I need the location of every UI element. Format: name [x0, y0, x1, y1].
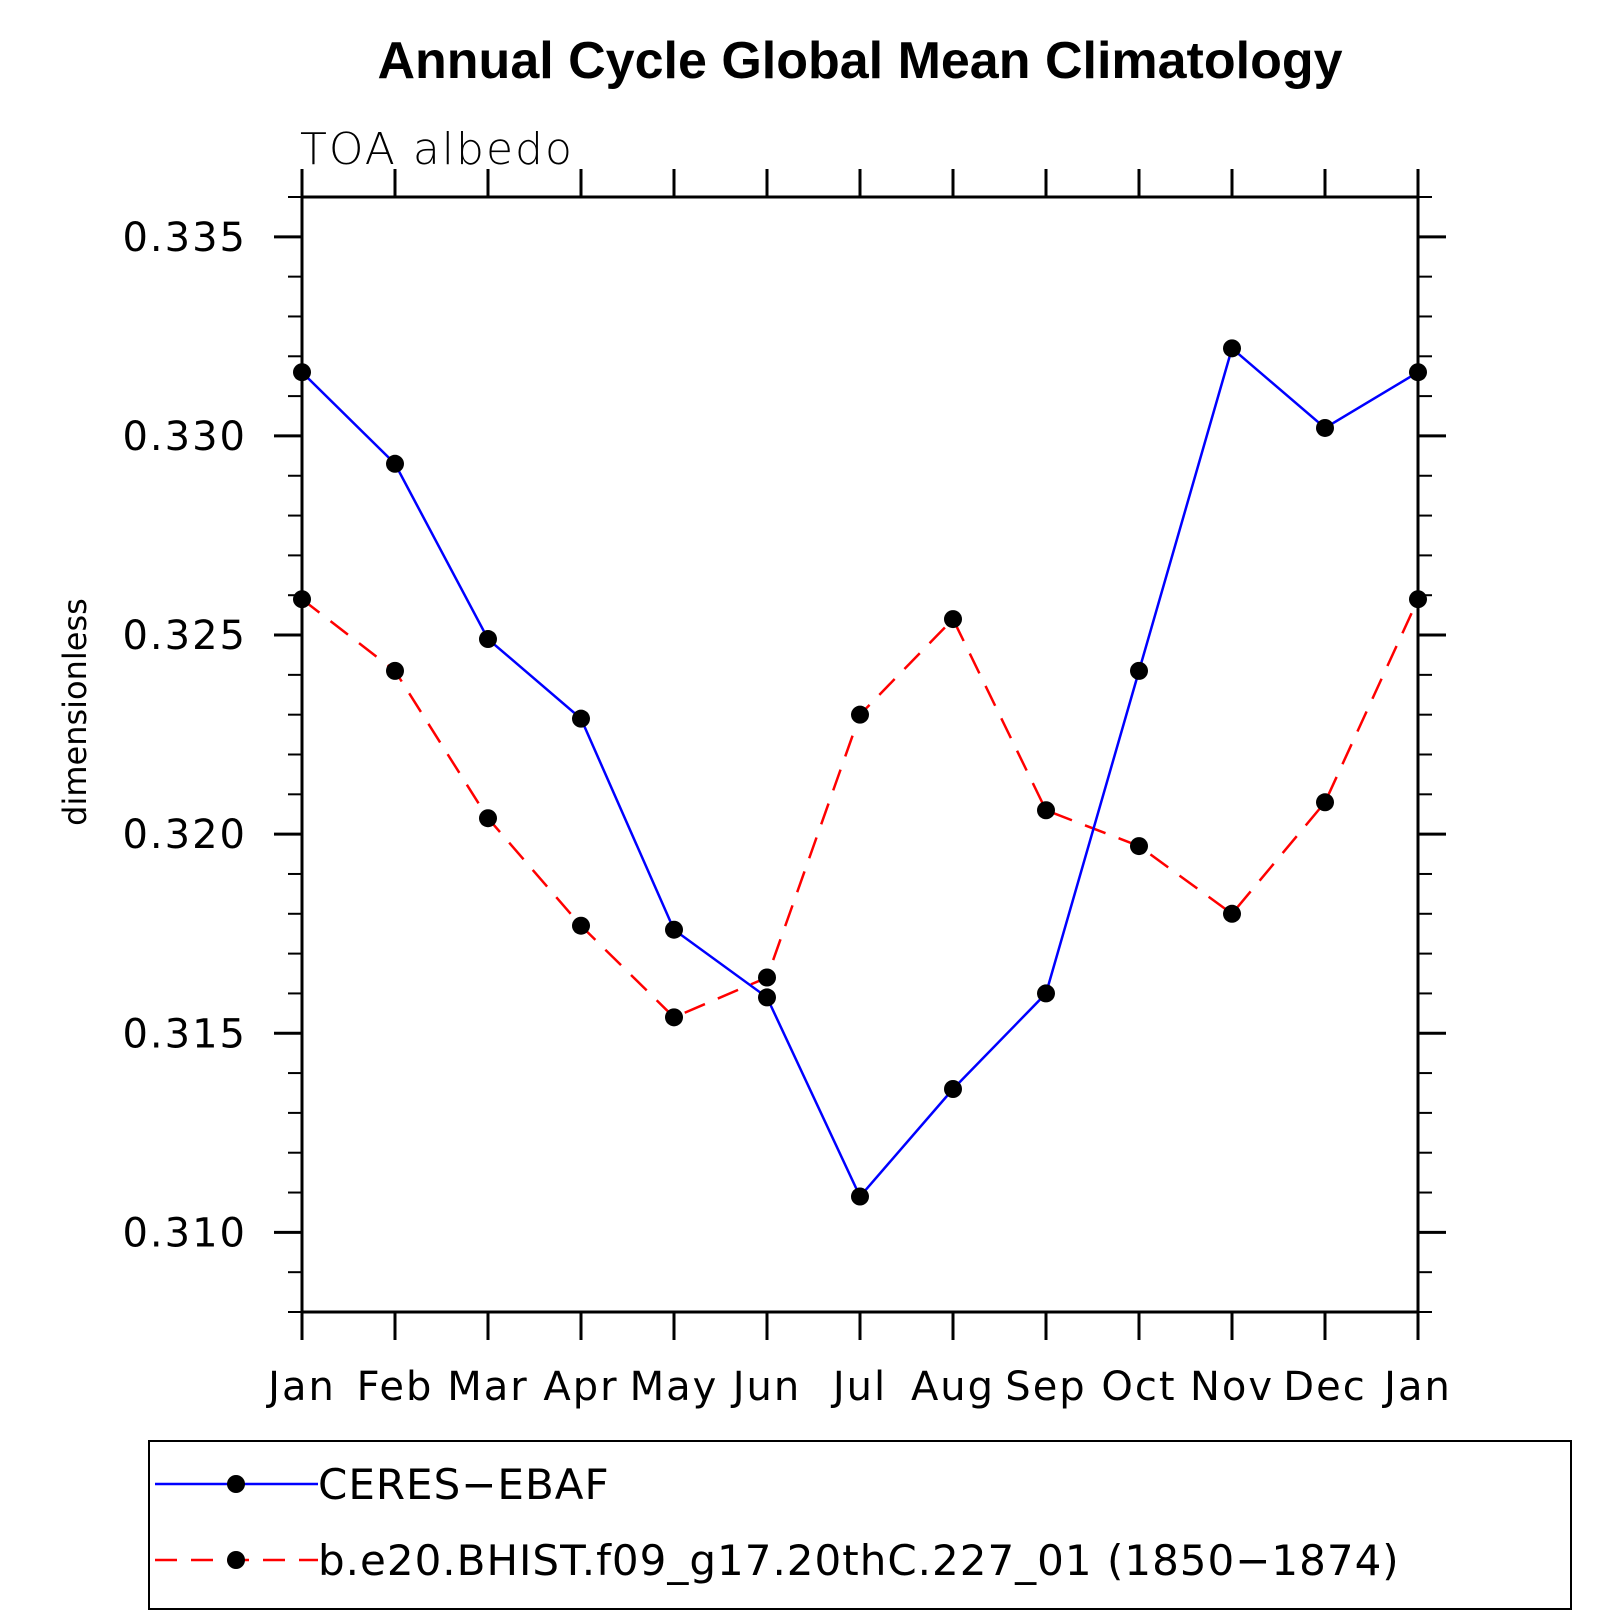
- series-line-ceres: [301, 346, 1419, 1199]
- series-layer: [293, 339, 1427, 1206]
- legend-marker-ceres: [227, 1475, 245, 1493]
- legend-marker-model: [227, 1551, 245, 1569]
- y-tick-label: 0.315: [122, 1011, 247, 1057]
- model-point: [1037, 801, 1055, 820]
- model-point: [944, 610, 962, 629]
- y-tick-label: 0.335: [122, 215, 247, 261]
- y-axis-label: dimensionless: [56, 598, 94, 826]
- y-tick-label: 0.330: [122, 414, 247, 460]
- x-tick-label: Jul: [830, 1364, 887, 1410]
- ceres-point: [1037, 984, 1055, 1003]
- x-tick-label: Apr: [543, 1364, 618, 1410]
- chart-title: Annual Cycle Global Mean Climatology: [377, 32, 1342, 90]
- plot-frame: [300, 195, 1420, 1314]
- y-tick-label: 0.325: [122, 613, 247, 659]
- ceres-point: [1223, 339, 1241, 358]
- ceres-point: [572, 709, 590, 728]
- model-point: [851, 705, 869, 724]
- legend-label-ceres: CERES−EBAF: [318, 1460, 610, 1509]
- model-point: [758, 968, 776, 987]
- x-tick-label: Jan: [1381, 1364, 1452, 1410]
- model-point: [665, 1008, 683, 1027]
- x-tick-label: Oct: [1101, 1364, 1176, 1410]
- model-point: [1130, 837, 1148, 856]
- model-point: [1316, 793, 1334, 812]
- model-point: [479, 809, 497, 828]
- legend-label-model: b.e20.BHIST.f09_g17.20thC.227_01 (1850−1…: [318, 1536, 1400, 1585]
- x-tick-label: Nov: [1190, 1364, 1274, 1410]
- ceres-point: [758, 988, 776, 1007]
- x-tick-label: May: [630, 1364, 719, 1410]
- legend-box: [148, 1440, 1572, 1610]
- x-tick-label: Aug: [911, 1364, 995, 1410]
- x-tick-label: Sep: [1005, 1364, 1086, 1410]
- y-tick-label: 0.310: [122, 1210, 247, 1256]
- model-point: [386, 661, 404, 680]
- series-line-model: [301, 598, 1420, 1019]
- ceres-point: [851, 1187, 869, 1206]
- x-tick-label: Jun: [730, 1364, 802, 1410]
- ceres-point: [944, 1080, 962, 1098]
- ceres-point: [479, 630, 497, 649]
- x-tick-label: Jan: [265, 1364, 336, 1410]
- chart-subtitle: TOA albedo: [300, 124, 574, 175]
- ceres-point: [1316, 418, 1334, 437]
- ceres-point: [386, 454, 404, 473]
- y-tick-label: 0.320: [122, 812, 247, 858]
- ceres-point: [1130, 661, 1148, 680]
- x-tick-label: Feb: [357, 1364, 434, 1410]
- legend: CERES−EBAF b.e20.BHIST.f09_g17.20thC.227…: [148, 1440, 1572, 1610]
- ceres-point: [665, 920, 683, 939]
- model-point: [572, 916, 590, 935]
- x-tick-label: Mar: [447, 1364, 528, 1410]
- x-tick-label: Dec: [1283, 1364, 1366, 1410]
- axis-ticks: Jan Feb Mar Apr May Jun Jul Aug Sep Oct Nov Dec Jan 0…: [122, 169, 1452, 1410]
- model-point: [1223, 904, 1241, 923]
